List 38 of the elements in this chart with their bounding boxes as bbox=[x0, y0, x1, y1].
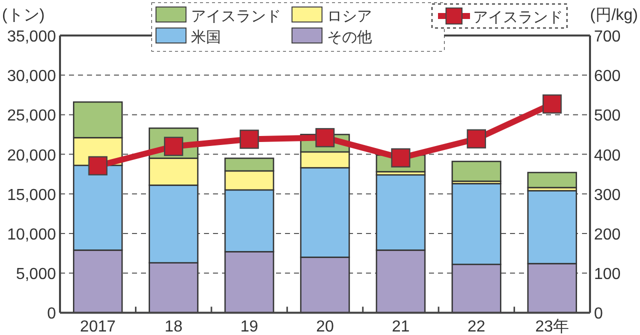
y-tick-label: 5,000 bbox=[16, 266, 56, 284]
y-tick-label: 35,000 bbox=[7, 28, 56, 46]
x-tick-label: 19 bbox=[240, 318, 258, 335]
y2-tick-label: 600 bbox=[594, 68, 621, 86]
x-tick-label: 2017 bbox=[80, 318, 116, 335]
legend-label: アイスランド bbox=[191, 8, 281, 25]
point bbox=[391, 148, 410, 168]
point bbox=[240, 130, 259, 149]
point bbox=[88, 156, 108, 176]
y-tick-label: 30,000 bbox=[7, 68, 56, 86]
y2-tick-label: 400 bbox=[594, 147, 621, 164]
bar bbox=[527, 172, 578, 188]
legend-label: ロシア bbox=[327, 8, 372, 25]
y2-axis-title: (円/kg) bbox=[590, 7, 638, 24]
y-tick-label: 10,000 bbox=[7, 226, 56, 244]
y-tick-label: 0 bbox=[47, 306, 56, 323]
x-tick-label: 18 bbox=[164, 318, 183, 335]
point bbox=[542, 94, 562, 114]
legend-label: その他 bbox=[327, 29, 372, 46]
legend-label: アイスランド bbox=[473, 9, 563, 26]
y2-tick-label: 200 bbox=[594, 226, 621, 244]
y-axis-title: (トン) bbox=[2, 7, 45, 24]
y2-tick-label: 700 bbox=[594, 28, 621, 46]
y-tick-label: 15,000 bbox=[7, 186, 56, 204]
y-tick-label: 25,000 bbox=[7, 108, 56, 125]
x-tick-label: 21 bbox=[392, 318, 410, 335]
y2-tick-label: 300 bbox=[594, 186, 621, 204]
x-tick-label: 23年 bbox=[535, 318, 570, 335]
y2-tick-label: 100 bbox=[594, 266, 621, 284]
point bbox=[315, 128, 335, 148]
y2-tick-label: 0 bbox=[594, 306, 603, 323]
y2-tick-label: 500 bbox=[594, 108, 621, 125]
x-tick-label: 22 bbox=[468, 318, 486, 335]
y-tick-label: 20,000 bbox=[7, 147, 56, 164]
legend-label: 米国 bbox=[191, 29, 221, 46]
bar bbox=[452, 160, 502, 182]
point bbox=[466, 129, 486, 148]
x-tick-label: 20 bbox=[316, 318, 334, 335]
